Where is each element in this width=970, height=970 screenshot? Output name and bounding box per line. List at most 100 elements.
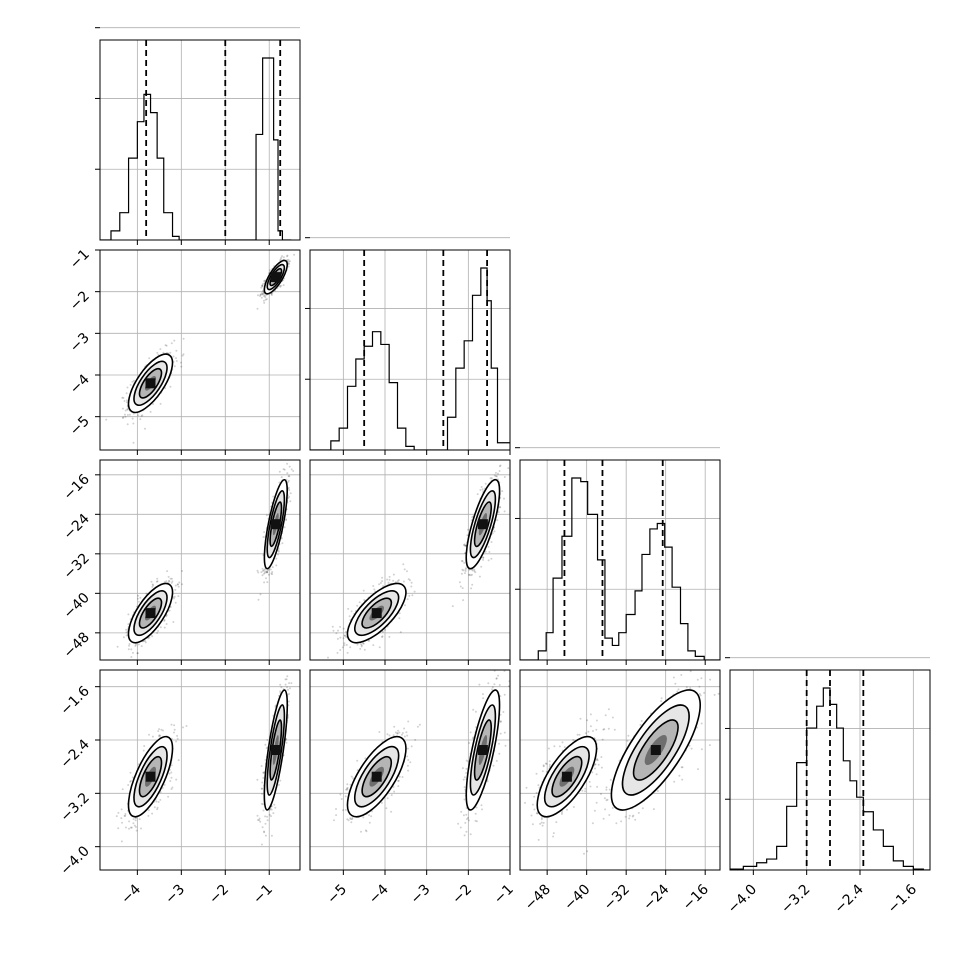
sample-point xyxy=(499,464,502,467)
sample-point xyxy=(347,607,350,610)
sample-point xyxy=(261,285,264,288)
y-tick-label: −1 xyxy=(67,247,93,273)
sample-point xyxy=(169,385,172,388)
sample-point xyxy=(145,592,148,595)
sample-point xyxy=(362,642,365,645)
sample-point xyxy=(125,392,128,395)
sample-point xyxy=(122,397,125,399)
y-tick-label: −48 xyxy=(61,629,93,661)
sample-point xyxy=(136,652,139,655)
sample-point xyxy=(132,822,135,825)
sample-point xyxy=(131,776,134,779)
sample-point xyxy=(359,647,362,650)
sample-point xyxy=(120,817,123,820)
sample-point xyxy=(157,801,160,803)
sample-point xyxy=(287,700,290,703)
sample-point xyxy=(155,800,158,803)
sample-point xyxy=(363,648,366,651)
sample-point xyxy=(288,465,291,468)
sample-point xyxy=(165,580,168,583)
sample-point xyxy=(139,596,142,599)
y-tick-label: −2 xyxy=(67,288,93,314)
sample-point xyxy=(169,606,172,608)
sample-point xyxy=(132,441,135,444)
sample-point xyxy=(264,294,267,297)
sample-point xyxy=(503,476,506,478)
sample-point xyxy=(288,495,291,498)
sample-point xyxy=(346,651,349,654)
histogram-step xyxy=(310,267,510,450)
sample-point xyxy=(265,298,268,301)
sample-point xyxy=(261,284,264,287)
sample-point xyxy=(363,599,366,601)
sample-point xyxy=(332,629,335,632)
sample-point xyxy=(411,594,414,597)
sample-point xyxy=(175,740,178,743)
sample-point xyxy=(149,410,152,413)
sample-point xyxy=(335,632,338,635)
density-peak xyxy=(270,519,281,530)
panel-grid xyxy=(310,237,511,450)
sample-point xyxy=(259,295,261,297)
sample-point xyxy=(135,826,137,828)
sample-point xyxy=(286,255,288,258)
sample-point xyxy=(173,595,176,598)
sample-point xyxy=(336,651,339,654)
sample-point xyxy=(469,574,472,577)
sample-point xyxy=(497,472,499,475)
sample-point xyxy=(451,605,454,608)
sample-point xyxy=(121,407,124,410)
panel-frame xyxy=(99,459,301,661)
sample-point xyxy=(123,413,126,416)
sample-point xyxy=(343,644,346,647)
sample-point xyxy=(409,579,411,582)
sample-point xyxy=(402,563,405,566)
sample-point xyxy=(408,594,411,597)
sample-point xyxy=(124,409,127,412)
sample-point xyxy=(487,545,490,548)
sample-point xyxy=(339,625,342,628)
sample-point xyxy=(261,826,264,829)
y-tick-label: −3 xyxy=(67,330,93,356)
sample-point xyxy=(384,628,387,631)
sample-point xyxy=(262,295,265,297)
sample-point xyxy=(122,416,125,419)
sample-point xyxy=(166,570,169,573)
sample-point xyxy=(127,784,130,786)
panel-frame xyxy=(309,249,511,451)
sample-point xyxy=(264,298,267,301)
sample-point xyxy=(285,518,287,521)
panel-content xyxy=(520,460,720,660)
sample-point xyxy=(168,609,171,612)
sample-point xyxy=(488,551,491,553)
sample-point xyxy=(126,399,128,402)
sample-point xyxy=(144,639,146,642)
sample-point xyxy=(266,571,268,574)
sample-point xyxy=(137,594,140,597)
sample-point xyxy=(258,819,261,822)
sample-point xyxy=(148,357,151,360)
sample-point xyxy=(507,467,510,470)
sample-point xyxy=(362,589,365,592)
sample-point xyxy=(342,627,345,630)
sample-point xyxy=(480,565,483,568)
sample-point xyxy=(178,581,181,584)
sample-point xyxy=(260,292,263,295)
sample-point xyxy=(286,462,289,465)
sample-point xyxy=(503,510,506,513)
sample-point xyxy=(388,575,391,578)
sample-point xyxy=(277,549,280,552)
sample-point xyxy=(288,489,291,491)
sample-point xyxy=(105,418,108,421)
sample-point xyxy=(125,631,128,634)
sample-point xyxy=(147,809,150,812)
sample-point xyxy=(167,579,170,582)
sample-point xyxy=(265,747,268,750)
sample-point xyxy=(153,806,156,809)
sample-point xyxy=(140,827,142,830)
sample-point xyxy=(362,642,365,645)
sample-point xyxy=(397,579,400,582)
sample-point xyxy=(156,577,159,580)
sample-point xyxy=(466,534,469,537)
sample-point xyxy=(359,643,362,646)
